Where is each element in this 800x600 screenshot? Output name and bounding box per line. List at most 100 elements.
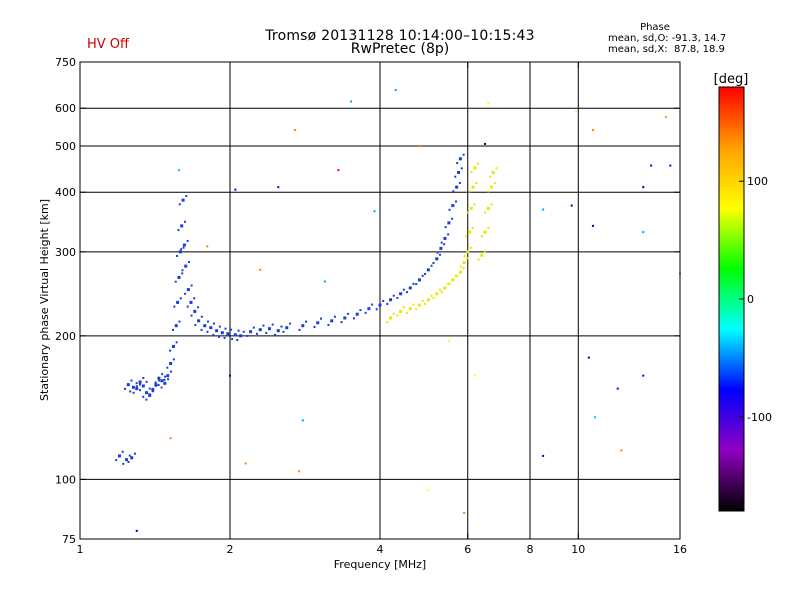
data-point [148, 393, 152, 397]
data-point [180, 248, 183, 251]
data-point [178, 250, 182, 254]
data-point [174, 324, 178, 328]
data-point [160, 386, 163, 389]
data-point [181, 198, 185, 202]
data-point [340, 321, 343, 324]
data-point [438, 288, 441, 291]
y-tick-label: 500 [55, 140, 76, 153]
data-point [255, 332, 258, 335]
data-point [386, 321, 389, 324]
noise-point [642, 186, 645, 189]
noise-point [447, 340, 450, 343]
colorbar-tick-label: 100 [747, 175, 768, 188]
data-point [262, 324, 265, 327]
data-point [145, 380, 148, 383]
data-point [142, 395, 145, 398]
noise-point [642, 374, 645, 377]
data-point [475, 182, 478, 185]
chart-title: Tromsø 20131128 10:14:00–10:15:43 [265, 28, 535, 44]
data-point [145, 398, 148, 401]
noise-point [259, 268, 262, 271]
data-point [138, 380, 142, 384]
data-point [448, 283, 451, 286]
data-point [173, 305, 176, 308]
noise-point [591, 224, 594, 227]
colorbar-tick-label: 0 [747, 293, 754, 306]
data-point [172, 358, 175, 361]
data-point [166, 374, 170, 378]
data-point [203, 324, 207, 328]
noise-point [297, 470, 300, 473]
data-point [231, 337, 234, 340]
data-point [271, 323, 274, 326]
data-point [285, 326, 289, 330]
data-point [443, 236, 447, 240]
data-point [218, 335, 221, 338]
data-point [176, 255, 179, 258]
data-point [115, 459, 118, 462]
noise-point [418, 144, 421, 147]
data-point [185, 195, 188, 198]
data-point [327, 324, 330, 327]
noise-point [277, 186, 280, 189]
data-point [237, 329, 240, 332]
data-point [169, 349, 172, 352]
colorbar-tick-label: -100 [747, 411, 772, 424]
data-point [200, 315, 203, 318]
data-point [189, 300, 193, 304]
data-point [493, 182, 496, 185]
data-point [462, 153, 465, 156]
data-point [242, 330, 245, 333]
data-point [396, 296, 399, 299]
data-point [176, 300, 180, 304]
data-point [440, 291, 443, 294]
data-point [364, 311, 367, 314]
noise-point [542, 208, 545, 211]
y-tick-label: 750 [55, 56, 76, 69]
data-point [151, 387, 154, 390]
data-point [167, 378, 170, 381]
x-tick-label: 10 [571, 543, 585, 556]
data-point [130, 456, 134, 460]
data-point [178, 203, 181, 206]
data-point [209, 326, 213, 330]
data-point [455, 274, 458, 277]
data-point [206, 330, 209, 333]
noise-point [669, 164, 672, 167]
data-point [183, 220, 186, 223]
data-point [190, 284, 193, 287]
data-point [169, 361, 173, 365]
data-point [462, 267, 465, 270]
data-point [454, 175, 457, 178]
data-point [426, 298, 430, 302]
noise-point [293, 129, 296, 132]
data-point [194, 324, 197, 327]
data-point [280, 325, 283, 328]
data-point [319, 317, 322, 320]
noise-point [337, 169, 340, 172]
data-point [132, 391, 135, 394]
data-point [158, 379, 161, 382]
data-point [456, 275, 459, 278]
y-tick-label: 300 [55, 246, 76, 259]
data-point [175, 341, 178, 344]
data-point [129, 390, 132, 393]
data-point [412, 303, 415, 306]
data-point [135, 387, 139, 391]
y-tick-label: 100 [55, 473, 76, 486]
data-point [443, 243, 446, 246]
data-point [179, 297, 182, 300]
data-point [495, 167, 498, 170]
data-point [145, 391, 149, 395]
data-point [347, 312, 350, 315]
data-point [135, 382, 138, 385]
data-point [455, 200, 458, 203]
noise-point [206, 245, 209, 248]
data-point [468, 230, 472, 234]
data-point [455, 185, 459, 189]
phase-stats-heading: Phase [640, 22, 670, 33]
data-point [417, 303, 421, 307]
data-point [274, 333, 277, 336]
noise-point [169, 437, 172, 440]
data-point [448, 208, 451, 211]
